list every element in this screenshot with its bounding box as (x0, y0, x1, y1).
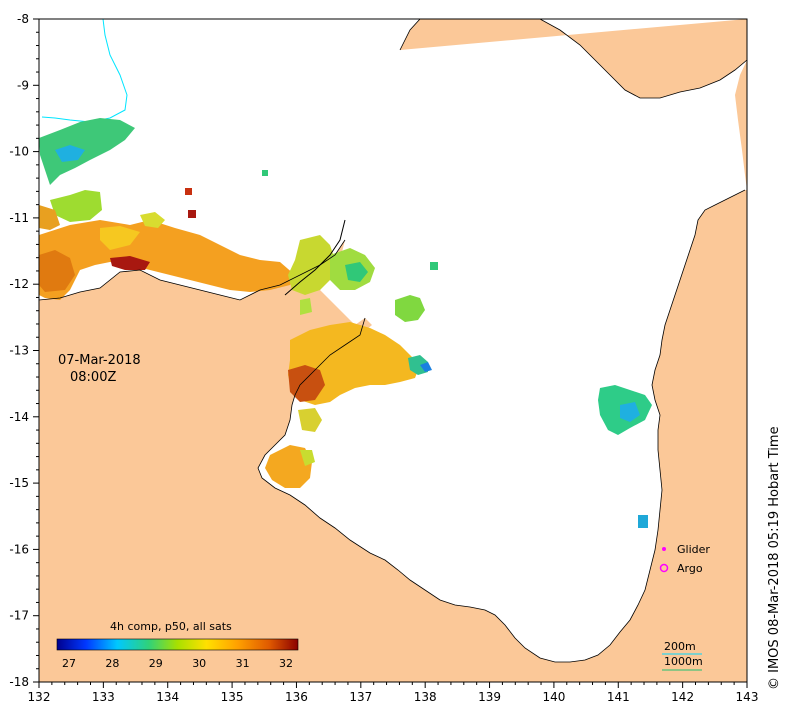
colorbar-tick-label: 31 (236, 657, 250, 670)
x-tick-label: 137 (349, 690, 372, 704)
isobath-1000-label: 1000m (664, 655, 703, 668)
y-tick-label: -15 (9, 476, 29, 490)
time-label: 08:00Z (70, 370, 116, 385)
glider-marker-icon (662, 547, 666, 551)
y-tick-label: -8 (17, 12, 29, 26)
y-tick-label: -18 (9, 675, 29, 689)
y-tick-label: -10 (9, 145, 29, 159)
argo-marker-icon (659, 563, 669, 573)
y-tick-label: -14 (9, 410, 29, 424)
glider-label: Glider (677, 543, 710, 556)
colorbar-tick-label: 27 (62, 657, 76, 670)
peninsula-line (284, 219, 346, 296)
x-tick-label: 140 (542, 690, 565, 704)
argo-label: Argo (677, 562, 703, 575)
land-east-coast-strip (735, 60, 747, 190)
isobath-line (41, 19, 128, 123)
x-tick-label: 139 (478, 690, 501, 704)
platform-legend: Glider Argo (659, 543, 710, 575)
colorbar-ticks: 27 28 29 30 31 32 (62, 657, 293, 670)
x-tick-label: 132 (28, 690, 51, 704)
credit-label: © IMOS 08-Mar-2018 05:19 Hobart Time (767, 426, 782, 690)
x-tick-label: 138 (414, 690, 437, 704)
colorbar: 4h comp, p50, all sats 27 28 29 30 31 32 (56, 620, 299, 670)
sst-patches (39, 118, 652, 528)
x-axis: 132 133 134 135 136 137 138 139 140 141 142 143 (28, 682, 759, 704)
y-tick-label: -12 (9, 277, 29, 291)
colorbar-tick-label: 28 (105, 657, 119, 670)
coastline-gulf (257, 189, 746, 663)
colorbar-gradient (56, 638, 299, 651)
x-tick-label: 141 (607, 690, 630, 704)
x-tick-label: 133 (92, 690, 115, 704)
colorbar-title: 4h comp, p50, all sats (110, 620, 232, 633)
colorbar-tick-label: 29 (149, 657, 163, 670)
isobath-200-label: 200m (664, 640, 696, 653)
y-axis: -8 -9 -10 -11 -12 -13 -14 -15 -16 -17 -18 (9, 12, 39, 689)
colorbar-tick-label: 32 (279, 657, 293, 670)
coastline-png (399, 19, 747, 99)
date-label: 07-Mar-2018 (58, 353, 141, 368)
isobath-legend: 200m 1000m (662, 640, 703, 671)
y-tick-label: -16 (9, 542, 29, 556)
x-tick-label: 136 (285, 690, 308, 704)
x-tick-label: 135 (221, 690, 244, 704)
land-new-guinea (400, 19, 747, 98)
y-tick-label: -17 (9, 609, 29, 623)
y-tick-label: -13 (9, 344, 29, 358)
x-tick-label: 143 (736, 690, 759, 704)
colorbar-tick-label: 30 (192, 657, 206, 670)
x-tick-label: 142 (671, 690, 694, 704)
x-tick-label: 134 (156, 690, 179, 704)
y-tick-label: -9 (17, 78, 29, 92)
land-northern-territory (39, 190, 747, 682)
y-tick-label: -11 (9, 211, 29, 225)
coastline-nt (39, 239, 346, 301)
